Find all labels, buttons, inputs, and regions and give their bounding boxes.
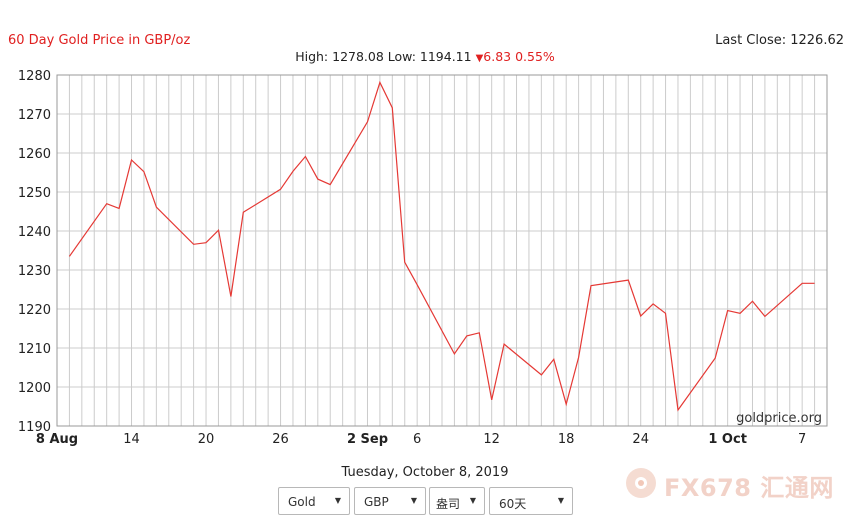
x-tick-label: 14	[123, 432, 140, 447]
unit-select-value: 盎司	[436, 497, 461, 511]
y-tick-label: 1210	[18, 342, 51, 357]
metal-select[interactable]: Gold ▼	[278, 487, 350, 515]
x-tick-label: 12	[483, 432, 500, 447]
x-tick-label: 18	[558, 432, 575, 447]
x-tick-label: 7	[798, 432, 806, 447]
price-series-line	[68, 80, 815, 412]
site-watermark: goldprice.org	[736, 411, 822, 426]
brand-watermark: FX678 汇通网	[626, 468, 836, 502]
y-tick-label: 1240	[18, 225, 51, 240]
x-tick-label: 1 Oct	[708, 432, 747, 447]
currency-select[interactable]: GBP ▼	[354, 487, 426, 515]
y-axis-labels: 1190 1200 1210 1220 1230 1240 1250 1260 1270 1280	[18, 69, 51, 435]
brand-logo-icon	[626, 468, 656, 498]
metal-select-value: Gold	[288, 495, 316, 509]
y-tick-label: 1220	[18, 303, 51, 318]
x-tick-label: 6	[413, 432, 421, 447]
x-tick-label: 24	[632, 432, 649, 447]
period-select[interactable]: 60天 ▼	[489, 487, 573, 515]
y-tick-label: 1200	[18, 381, 51, 396]
y-tick-label: 1280	[18, 69, 51, 84]
x-tick-label: 8 Aug	[36, 432, 78, 447]
down-triangle-icon: ▼	[475, 53, 484, 64]
last-close-label: Last Close: 1226.62	[715, 33, 844, 48]
high-low-text: High: 1278.08 Low: 1194.11	[295, 49, 472, 64]
x-tick-label: 2 Sep	[347, 432, 388, 447]
chevron-down-icon: ▼	[334, 496, 341, 505]
y-tick-label: 1270	[18, 108, 51, 123]
price-change: 6.83 0.55%	[483, 49, 555, 64]
y-tick-label: 1260	[18, 147, 51, 162]
brand-watermark-text: FX678 汇通网	[664, 474, 834, 502]
y-tick-label: 1250	[18, 186, 51, 201]
unit-select[interactable]: 盎司 ▼	[429, 487, 485, 515]
high-low-stats: High: 1278.08 Low: 1194.11 ▼6.83 0.55%	[0, 49, 850, 64]
x-tick-label: 20	[198, 432, 215, 447]
plot-frame	[56, 74, 828, 427]
currency-select-value: GBP	[364, 495, 389, 509]
chevron-down-icon: ▼	[557, 496, 564, 505]
period-select-value: 60天	[499, 497, 527, 511]
x-tick-label: 26	[272, 432, 289, 447]
chevron-down-icon: ▼	[466, 496, 476, 505]
y-tick-label: 1190	[18, 420, 51, 435]
gold-price-chart: 1190120012101220123012401250126012701280…	[18, 69, 828, 447]
chevron-down-icon: ▼	[410, 496, 417, 505]
vertical-grid	[56, 75, 828, 426]
current-date: Tuesday, October 8, 2019	[341, 465, 509, 480]
x-axis-labels: 8 Aug 14 20 26 2 Sep 6 12 18 24 1 Oct 7	[36, 432, 806, 447]
y-tick-label: 1230	[18, 264, 51, 279]
chart-title: 60 Day Gold Price in GBP/oz	[8, 33, 191, 48]
